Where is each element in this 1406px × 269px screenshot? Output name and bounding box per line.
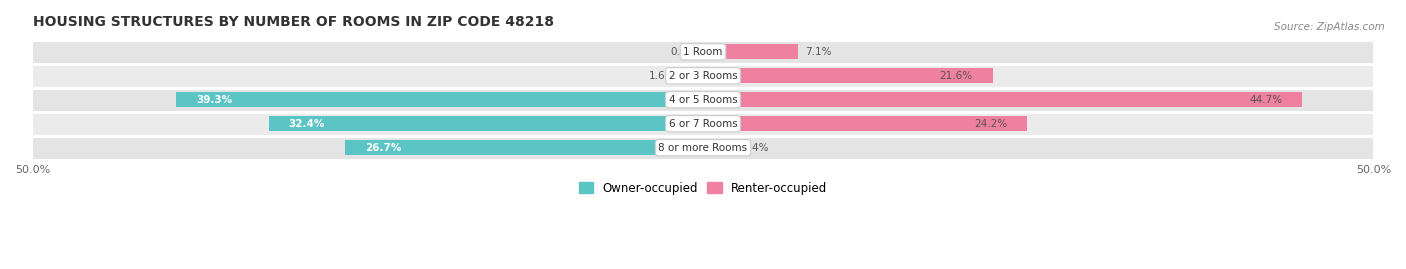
Bar <box>344 140 703 155</box>
Text: 24.2%: 24.2% <box>974 119 1007 129</box>
Bar <box>32 136 1374 160</box>
Text: 2.4%: 2.4% <box>742 143 769 153</box>
Bar <box>703 68 993 83</box>
Text: 26.7%: 26.7% <box>366 143 402 153</box>
Text: 6 or 7 Rooms: 6 or 7 Rooms <box>669 119 737 129</box>
Text: HOUSING STRUCTURES BY NUMBER OF ROOMS IN ZIP CODE 48218: HOUSING STRUCTURES BY NUMBER OF ROOMS IN… <box>32 15 554 29</box>
Bar <box>176 92 703 107</box>
Bar <box>682 68 703 83</box>
Text: Source: ZipAtlas.com: Source: ZipAtlas.com <box>1274 22 1385 31</box>
Legend: Owner-occupied, Renter-occupied: Owner-occupied, Renter-occupied <box>574 177 832 199</box>
Text: 21.6%: 21.6% <box>939 71 973 81</box>
Bar <box>703 92 1302 107</box>
Text: 1 Room: 1 Room <box>683 47 723 57</box>
Bar <box>269 116 703 131</box>
Bar <box>32 88 1374 112</box>
Text: 8 or more Rooms: 8 or more Rooms <box>658 143 748 153</box>
Text: 32.4%: 32.4% <box>288 119 325 129</box>
Text: 1.6%: 1.6% <box>648 71 675 81</box>
Text: 2 or 3 Rooms: 2 or 3 Rooms <box>669 71 737 81</box>
Bar <box>32 112 1374 136</box>
Text: 0.0%: 0.0% <box>671 47 696 57</box>
Bar <box>32 64 1374 88</box>
Text: 39.3%: 39.3% <box>197 95 232 105</box>
Bar <box>703 44 799 59</box>
Bar <box>32 40 1374 64</box>
Text: 4 or 5 Rooms: 4 or 5 Rooms <box>669 95 737 105</box>
Bar <box>703 140 735 155</box>
Bar <box>703 116 1028 131</box>
Text: 44.7%: 44.7% <box>1249 95 1282 105</box>
Text: 7.1%: 7.1% <box>804 47 831 57</box>
